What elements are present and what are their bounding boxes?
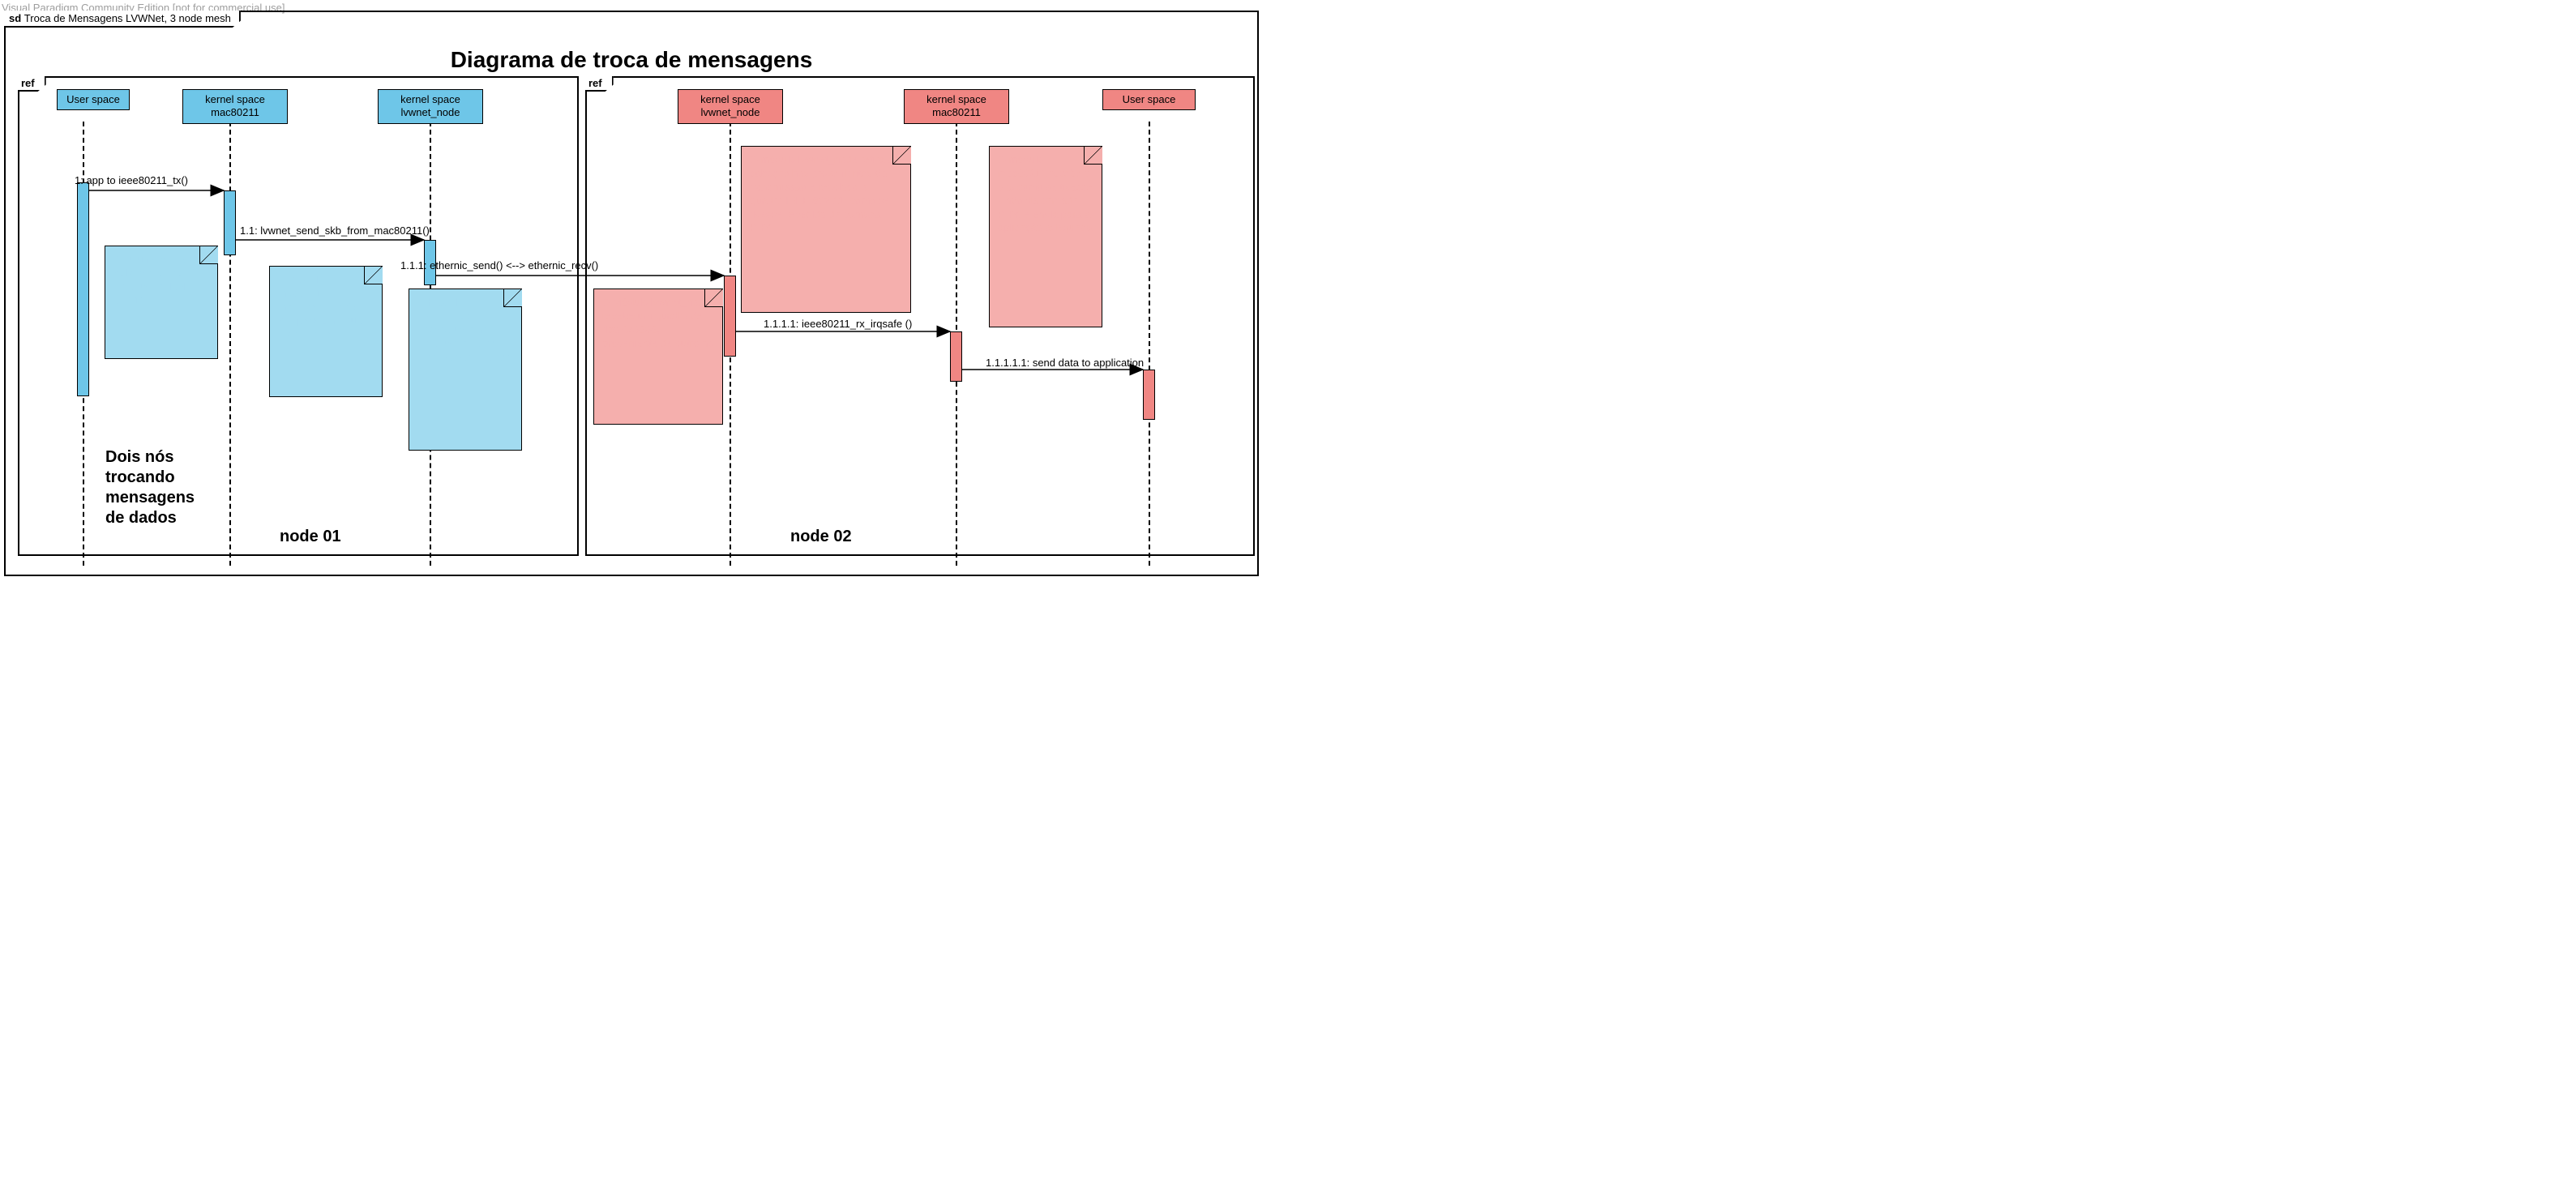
node01-label: node 01 [280, 527, 341, 547]
head-lvwnet-l: kernel space lvwnet_node [378, 89, 483, 124]
ref-tab-1: ref [18, 76, 46, 92]
diagram-title: Diagrama de troca de mensagens [0, 47, 1263, 73]
sd-frame-tab: sd Troca de Mensagens LVWNet, 3 node mes… [4, 11, 241, 28]
note-lvwnet-r-in-text: O Módulo lvwnet_node recebe um quadro de… [602, 296, 713, 349]
sequence-diagram: Visual Paradigm Community Edition [not f… [0, 0, 1263, 580]
msg-1-1-1-1: 1.1.1.1: ieee80211_rx_irqsafe () [764, 318, 912, 330]
note-lvwnet-r-strip-text: O módulo lvwnet_node retira os cabeçaolh… [750, 153, 899, 233]
note-lvwnet-l-text: O Módulo lvwnet_node encapsula o skb em … [417, 296, 512, 376]
note-app-text: Aqui uma aplicação solicita o envio de u… [113, 253, 205, 306]
activation-r1 [724, 276, 736, 357]
side-label: Dois nós trocando mensagens de dados [105, 447, 235, 528]
note-mac-l-text: O módulo mac80211 modificado envia o skb… [278, 273, 366, 340]
note-mac-r: O módulo mac80211 recebe o skb como se t… [989, 146, 1102, 327]
head-lvwnet-r: kernel space lvwnet_node [678, 89, 783, 124]
sd-prefix: sd [9, 12, 21, 24]
msg-1-1-1: 1.1.1: ethernic_send() <--> ethernic_rec… [400, 259, 598, 271]
lifeline-r3 [1149, 122, 1150, 566]
head-mac80211-r: kernel space mac80211 [904, 89, 1009, 124]
head-mac80211-l: kernel space mac80211 [182, 89, 288, 124]
activation-r3 [1143, 370, 1155, 420]
activation-l1 [77, 182, 89, 396]
head-user-space-r: User space [1102, 89, 1196, 110]
note-app: Aqui uma aplicação solicita o envio de u… [105, 246, 218, 359]
msg-1-1: 1.1: lvwnet_send_skb_from_mac80211() [240, 224, 430, 237]
msg-1: 1: app to ieee80211_tx() [75, 174, 188, 186]
note-lvwnet-r-strip: O módulo lvwnet_node retira os cabeçaolh… [741, 146, 911, 313]
note-mac-l: O módulo mac80211 modificado envia o skb… [269, 266, 383, 397]
activation-r2 [950, 331, 962, 382]
msg-1-1-1-1-1: 1.1.1.1.1: send data to application [986, 357, 1144, 369]
note-mac-r-text: O módulo mac80211 recebe o skb como se t… [998, 153, 1093, 233]
head-user-space-l: User space [57, 89, 130, 110]
note-lvwnet-r-in: O Módulo lvwnet_node recebe um quadro de… [593, 289, 723, 425]
node02-label: node 02 [790, 527, 852, 547]
sd-label: Troca de Mensagens LVWNet, 3 node mesh [24, 12, 231, 24]
activation-l2 [224, 190, 236, 255]
ref-tab-2: ref [585, 76, 614, 92]
note-lvwnet-l: O Módulo lvwnet_node encapsula o skb em … [409, 289, 522, 451]
